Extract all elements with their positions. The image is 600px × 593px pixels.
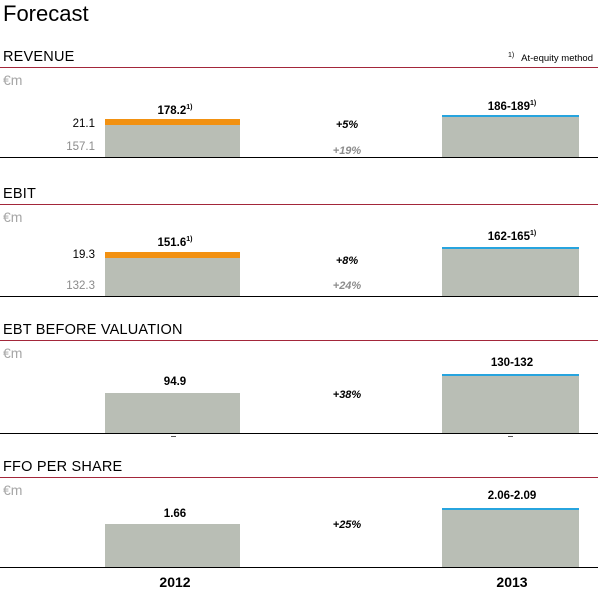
footnote-marker: 1) xyxy=(507,52,515,59)
value-label-2013: 162-1651) xyxy=(442,230,582,243)
change-total: +38% xyxy=(332,389,362,401)
value-label-2013: 186-1891) xyxy=(442,100,582,113)
panel-title: FFO PER SHARE xyxy=(3,459,123,475)
ebt-panel: EBT BEFORE VALUATION €m 94.9 +38% 130-13… xyxy=(0,322,600,442)
side-label-equity: 21.1 xyxy=(72,118,95,130)
unit-label: €m xyxy=(3,482,23,498)
panel-title: EBT BEFORE VALUATION xyxy=(3,322,183,338)
bar-2013-cap xyxy=(442,374,579,376)
value-label-2012: 151.61) xyxy=(105,236,245,249)
bar-2013 xyxy=(442,117,579,157)
bar-2013-cap xyxy=(442,115,579,117)
ebit-panel: EBIT €m 151.61) 19.3 132.3 +8% +24% 162-… xyxy=(0,186,600,306)
value-text: 178.2 xyxy=(157,104,187,117)
side-label-equity: 19.3 xyxy=(72,249,95,261)
section-rule xyxy=(0,67,598,68)
bar-2012 xyxy=(105,258,240,296)
change-total: +8% xyxy=(335,255,359,267)
unit-label: €m xyxy=(3,345,23,361)
value-label-2012: 1.66 xyxy=(163,508,187,520)
unit-label: €m xyxy=(3,72,23,88)
value-label-2012: 178.21) xyxy=(105,104,245,117)
bar-2012 xyxy=(105,524,240,567)
change-total: +5% xyxy=(335,119,359,131)
value-text: 162-165 xyxy=(487,230,530,243)
unit-label: €m xyxy=(3,209,23,225)
page-title: Forecast xyxy=(3,1,89,26)
bar-2012-at-equity xyxy=(105,119,240,125)
baseline xyxy=(0,157,598,158)
footnote: 1) At-equity method xyxy=(508,52,593,64)
revenue-panel: REVENUE €m 178.21) 21.1 157.1 +5% +19% 1… xyxy=(0,49,600,169)
section-rule xyxy=(0,204,598,205)
change-base: +24% xyxy=(332,280,362,292)
axis-line xyxy=(0,567,598,568)
year-label-2012: 2012 xyxy=(159,574,191,590)
footnote-text: At-equity method xyxy=(521,53,593,65)
section-rule xyxy=(0,477,598,478)
footnote-ref: 1) xyxy=(529,100,537,107)
value-label-2013: 2.06-2.09 xyxy=(487,490,537,502)
section-rule xyxy=(0,340,598,341)
change-base: +19% xyxy=(332,145,362,157)
ffo-panel: FFO PER SHARE €m 1.66 +25% 2.06-2.09 xyxy=(0,459,600,569)
baseline xyxy=(0,433,598,434)
bar-2013 xyxy=(442,376,579,433)
panel-title: EBIT xyxy=(3,186,37,202)
value-label-2013: 130-132 xyxy=(490,357,534,369)
bar-2013-cap xyxy=(442,508,579,510)
bar-2013-cap xyxy=(442,247,579,249)
bar-2012 xyxy=(105,393,240,433)
value-label-2012: 94.9 xyxy=(163,376,187,388)
value-text: 151.6 xyxy=(157,236,187,249)
side-label-base: 132.3 xyxy=(66,280,95,292)
baseline xyxy=(0,296,598,297)
tick-mark xyxy=(171,436,176,437)
change-total: +25% xyxy=(332,519,362,531)
tick-mark xyxy=(508,436,513,437)
bar-2013 xyxy=(442,249,579,296)
year-label-2013: 2013 xyxy=(496,574,528,590)
footnote-ref: 1) xyxy=(186,104,193,111)
value-text: 186-189 xyxy=(487,100,530,113)
panel-title: REVENUE xyxy=(3,49,75,65)
side-label-base: 157.1 xyxy=(66,141,95,153)
bar-2012-at-equity xyxy=(105,252,240,258)
footnote-ref: 1) xyxy=(186,236,193,243)
footnote-ref: 1) xyxy=(529,230,537,237)
bar-2012 xyxy=(105,125,240,157)
bar-2013 xyxy=(442,510,579,567)
